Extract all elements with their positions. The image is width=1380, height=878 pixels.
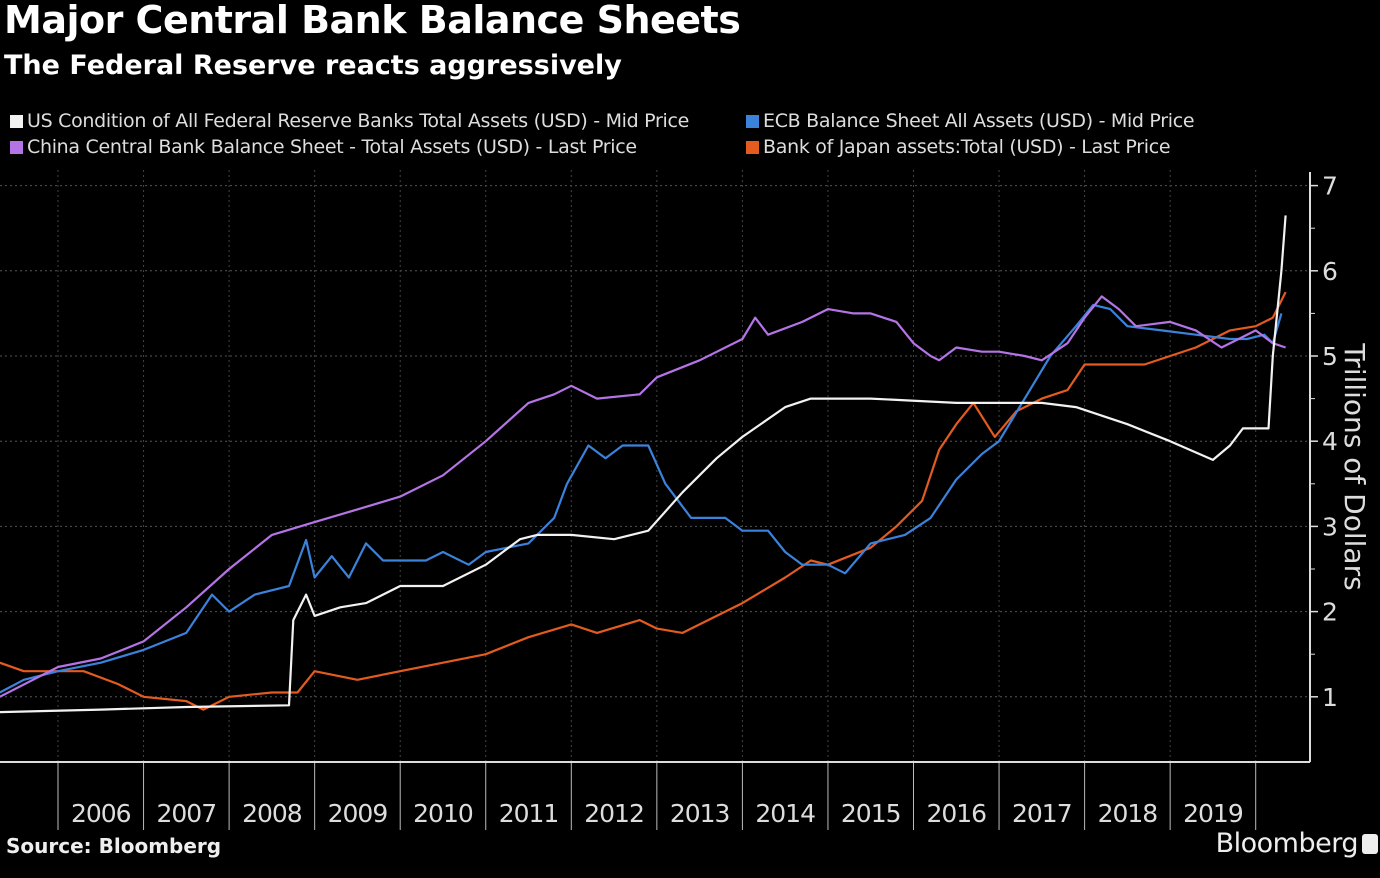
series-line-boj	[0, 291, 1287, 711]
x-tick-label: 2013	[670, 799, 730, 828]
legend-swatch	[10, 114, 23, 128]
x-tick-label: 2019	[1183, 799, 1243, 828]
x-tick-label: 2011	[499, 799, 559, 828]
legend-label: China Central Bank Balance Sheet - Total…	[27, 136, 637, 158]
legend-swatch	[10, 140, 23, 154]
legend-label: US Condition of All Federal Reserve Bank…	[27, 110, 690, 132]
x-tick-label: 2012	[584, 799, 644, 828]
x-tick-label: 2007	[157, 799, 217, 828]
x-tick-label: 2017	[1012, 799, 1072, 828]
x-tick-label: 2008	[242, 799, 302, 828]
series-line-ecb	[0, 303, 1283, 694]
legend-swatch	[746, 114, 759, 128]
legend-label: Bank of Japan assets:Total (USD) - Last …	[763, 136, 1171, 158]
legend-label: ECB Balance Sheet All Assets (USD) - Mid…	[763, 110, 1195, 132]
y-tick-label: 6	[1322, 257, 1338, 286]
series-line-china	[0, 295, 1286, 698]
x-tick-label: 2010	[413, 799, 473, 828]
x-tick-label: 2018	[1098, 799, 1158, 828]
y-tick-label: 4	[1322, 427, 1338, 456]
legend-item-ecb: ECB Balance Sheet All Assets (USD) - Mid…	[746, 110, 1195, 132]
source-note: Source: Bloomberg	[6, 834, 222, 858]
chart-subtitle: The Federal Reserve reacts aggressively	[4, 50, 622, 81]
x-tick-label: 2016	[926, 799, 986, 828]
chart-title: Major Central Bank Balance Sheets	[4, 0, 741, 42]
y-tick-label: 2	[1322, 598, 1338, 627]
legend-item-china: China Central Bank Balance Sheet - Total…	[10, 136, 637, 158]
brand-logo: Bloomberg	[1215, 828, 1359, 859]
y-tick-label: 7	[1322, 172, 1338, 201]
x-tick-label: 2015	[841, 799, 901, 828]
x-tick-label: 2009	[328, 799, 388, 828]
series-line-fed	[0, 215, 1287, 714]
legend-swatch	[746, 140, 759, 154]
bloomberg-icon	[1362, 834, 1378, 854]
y-tick-label: 5	[1322, 342, 1338, 371]
legend-item-fed: US Condition of All Federal Reserve Bank…	[10, 110, 689, 132]
y-axis-label: Trillions of Dollars	[1338, 342, 1371, 590]
legend-item-boj: Bank of Japan assets:Total (USD) - Last …	[746, 136, 1171, 158]
y-tick-label: 1	[1322, 683, 1338, 712]
y-tick-label: 3	[1322, 512, 1338, 541]
x-tick-label: 2006	[71, 799, 131, 828]
x-tick-label: 2014	[755, 799, 815, 828]
